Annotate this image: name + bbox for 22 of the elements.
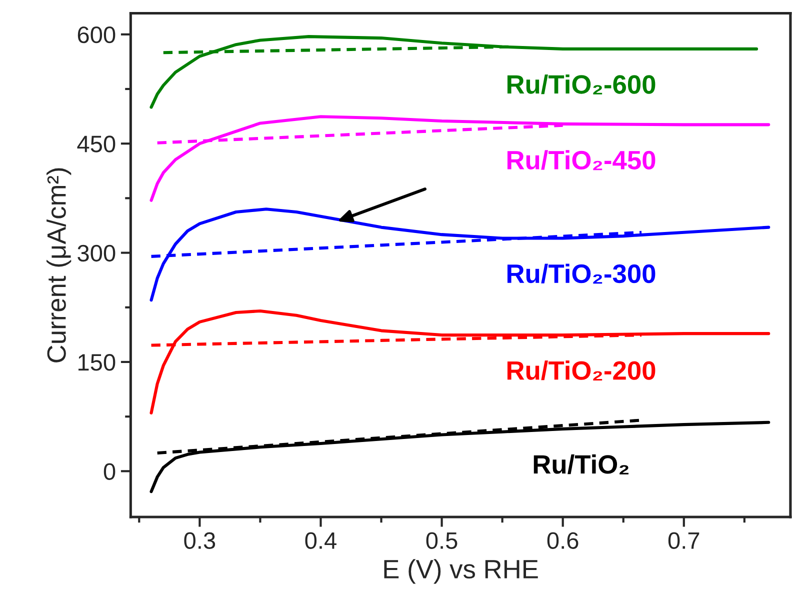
- line-series: [150, 420, 770, 494]
- x-tick-label: 0.6: [547, 532, 578, 549]
- series-label: Ru/TiO₂-200: [507, 360, 656, 380]
- line-series: [150, 208, 770, 302]
- x-axis-title: E (V) vs RHE: [384, 559, 538, 584]
- line-series: [150, 35, 758, 109]
- y-tick-label: 450: [77, 136, 116, 152]
- series-label: Ru/TiO₂-300: [507, 264, 656, 284]
- line-series: [150, 309, 770, 414]
- y-tick-label: 0: [104, 463, 116, 480]
- x-tick-label: 0.3: [184, 532, 216, 549]
- y-axis-title: Current (μA/cm²): [46, 168, 72, 362]
- line-series: [150, 115, 770, 202]
- x-tick-label: 0.4: [305, 532, 336, 549]
- series-label: Ru/TiO₂-450: [507, 150, 656, 170]
- y-tick-label: 600: [78, 26, 116, 44]
- y-tick-label: 300: [78, 244, 116, 262]
- x-tick-label: 0.7: [668, 532, 700, 549]
- series-label: Ru/TiO₂-600: [507, 74, 656, 94]
- x-tick-label: 0.5: [426, 532, 458, 549]
- series-label: Ru/TiO₂: [534, 454, 628, 474]
- y-tick-label: 150: [78, 354, 116, 371]
